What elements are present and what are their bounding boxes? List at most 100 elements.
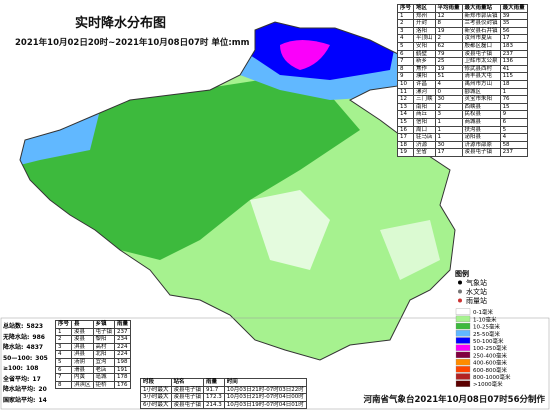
row: 6小时最大 浚县屯子镇 214.3 10月03日19时-07时04日01时 (140, 400, 307, 410)
row: 5 安阳 62 殷都区磊口 183 (396, 41, 528, 51)
cell: 2 (54, 335, 73, 344)
cell: 76 (499, 95, 528, 104)
cell: 35 (499, 19, 528, 28)
stat-value: 305 (35, 354, 48, 362)
cell: 全省 (413, 148, 436, 157)
cell: 56 (499, 26, 528, 36)
cell: 屯子镇 (92, 327, 116, 337)
row: 7 新乡 25 卫辉市太公泉 136 (396, 57, 528, 66)
cell: 平顶山 (413, 34, 436, 43)
header-row: 时段 站名 雨量 时间 (140, 378, 307, 387)
cell: 8 (434, 19, 463, 28)
row: 1小时最大 浚县屯子镇 91.7 10月03日21时-07时03日22时 (140, 385, 307, 395)
cell: 内黄 (71, 373, 94, 382)
cell: 滑县 (71, 365, 94, 375)
cell: 8 (396, 64, 415, 74)
row: 10 许昌 4 禹州市方山 18 (396, 79, 528, 89)
legend-title: 图例 (455, 269, 469, 278)
cell: 浚县屯子镇 (170, 400, 205, 410)
row: 8 淇滨区 钜桥 176 (54, 380, 132, 390)
stat-label: 降水站: (3, 344, 24, 351)
cell: 176 (114, 380, 132, 390)
cell: 殷都区磊口 (461, 41, 501, 51)
cell: 237 (499, 49, 528, 59)
cell: 9 (396, 72, 415, 81)
header-cell: 雨量 (203, 378, 225, 387)
cell: 10月03日21时-07时04日00时 (223, 393, 307, 402)
header-cell: 序号 (396, 4, 415, 13)
cell: 浚县屯子镇 (170, 385, 205, 395)
cell: 6 (54, 365, 73, 375)
cell: 17 (396, 133, 415, 142)
cell: 新安县石井镇 (461, 26, 501, 36)
cell: 宜沟 (92, 357, 116, 367)
cell: 清丰县大屯 (461, 72, 501, 81)
cell: 7 (54, 373, 73, 382)
cell: 淇县 (71, 342, 94, 352)
legend-class: 1-10毫米 (473, 315, 497, 323)
cell: 224 (114, 342, 132, 352)
stat-value: 108 (25, 365, 39, 372)
header-cell: 地区 (413, 4, 436, 13)
legend-class: 400-600毫米 (473, 359, 507, 367)
cell: 安阳 (413, 41, 436, 51)
cell: 4 (54, 350, 73, 359)
cell: 1 (396, 11, 415, 21)
cell: 25 (434, 57, 463, 66)
cell: 济源 (413, 140, 436, 150)
stat-label: 50—100: (3, 354, 33, 362)
legend-class: 10-25毫米 (473, 323, 500, 331)
legend-class: 25-50毫米 (473, 330, 500, 338)
cell: 17 (434, 148, 463, 157)
intensity-table: 时段 站名 雨量 时间 1小时最大 浚县屯子镇 91.7 10月03日21时-07时03日22… (140, 378, 307, 410)
legend-station: 气象站 (466, 278, 487, 287)
cell: 商丘 (413, 110, 436, 119)
cell: 1 (499, 87, 528, 97)
legend-class: 250-400毫米 (473, 351, 507, 359)
cell: 183 (499, 41, 528, 51)
cell: 4 (396, 34, 415, 43)
cell: 198 (114, 357, 132, 367)
cell: 7 (396, 57, 415, 66)
row: 16 周口 1 扶沟县 5 (396, 125, 528, 135)
cell: 钜桥 (92, 380, 116, 390)
cell: 淇滨区 (71, 380, 94, 390)
legend-class: 800-1000毫米 (473, 373, 511, 381)
cell: 浚县屯子镇 (461, 49, 501, 59)
cell: 11 (396, 87, 415, 97)
cell: 0 (434, 87, 463, 97)
cell: 2 (396, 19, 415, 28)
cell: 扶沟县 (461, 125, 501, 135)
cell: 南阳 (413, 102, 436, 112)
cell: 234 (114, 335, 132, 344)
legend-swatch (455, 351, 471, 359)
cell: 汝州市夏店 (461, 34, 501, 43)
row: 13 南阳 2 西峡县 15 (396, 102, 528, 112)
region-table: 序号 地区 平均雨量 最大雨量站 最大雨量 1 郑州 12 新郑市郭店镇 39 2 开封 8 兰考县仪封镇… (396, 4, 528, 157)
cell: 黎阳 (92, 335, 116, 344)
legend-swatch (455, 366, 471, 373)
cell: 3 (54, 342, 73, 352)
row: 2 浚县 黎阳 234 (54, 335, 132, 344)
legend-class: 100-250毫米 (473, 344, 507, 352)
header-cell: 序号 (54, 320, 73, 329)
cell: 灵宝市朱阳 (461, 95, 501, 104)
stat-value: 20 (38, 386, 47, 393)
header-cell: 乡镇 (92, 320, 116, 329)
cell: 1 (434, 117, 463, 127)
cell: 3小时最大 (140, 393, 172, 402)
row: 1 郑州 12 新郑市郭店镇 39 (396, 11, 528, 21)
cell: 信阳 (413, 117, 436, 127)
stat-value: 5823 (26, 323, 44, 330)
legend-class: 50-100毫米 (473, 337, 504, 345)
row: 3 洛阳 19 新安县石井镇 56 (396, 26, 528, 36)
cell: 浚县 (71, 327, 94, 337)
cell: 泌阳县 (461, 133, 501, 142)
row: 15 信阳 1 商城县 6 (396, 117, 528, 127)
cell: 汤阴 (71, 357, 94, 367)
station-symbol (458, 280, 462, 285)
header-cell: 雨量 (114, 320, 132, 329)
cell: 1 (434, 125, 463, 135)
